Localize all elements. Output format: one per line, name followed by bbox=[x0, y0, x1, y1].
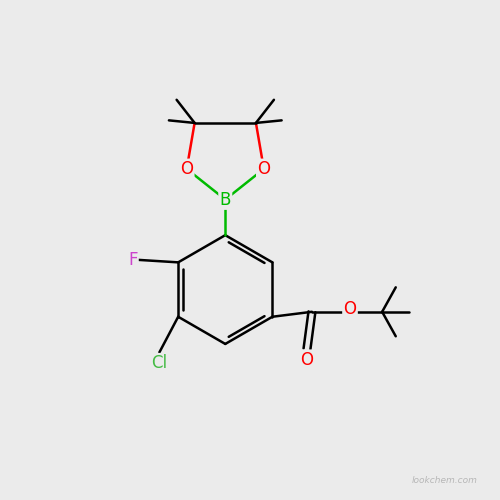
Text: lookchem.com: lookchem.com bbox=[412, 476, 478, 485]
Text: O: O bbox=[344, 300, 356, 318]
Text: O: O bbox=[258, 160, 270, 178]
Text: O: O bbox=[300, 351, 314, 369]
Text: Cl: Cl bbox=[152, 354, 168, 372]
Text: B: B bbox=[220, 190, 231, 208]
Text: O: O bbox=[180, 160, 193, 178]
Text: F: F bbox=[128, 251, 138, 269]
